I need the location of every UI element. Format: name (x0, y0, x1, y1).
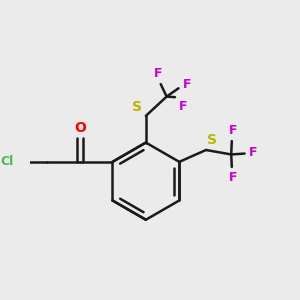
Text: S: S (208, 133, 218, 147)
Text: F: F (183, 78, 191, 91)
Text: Cl: Cl (1, 155, 14, 168)
Text: F: F (154, 67, 162, 80)
Text: F: F (249, 146, 257, 159)
Text: F: F (228, 124, 237, 136)
Text: F: F (178, 100, 187, 112)
Text: F: F (228, 171, 237, 184)
Text: O: O (74, 121, 86, 135)
Text: S: S (132, 100, 142, 114)
